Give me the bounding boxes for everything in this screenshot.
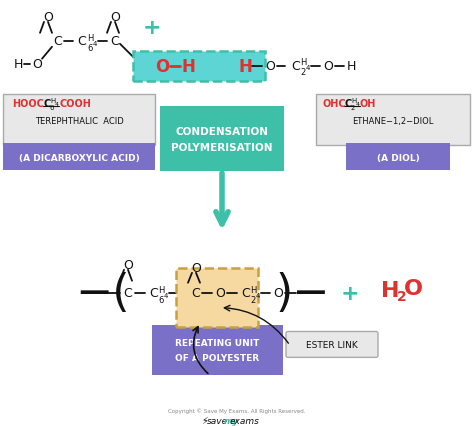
Text: OHC: OHC	[323, 98, 346, 108]
Text: O: O	[323, 60, 333, 73]
FancyBboxPatch shape	[346, 144, 450, 171]
Text: H: H	[158, 285, 164, 294]
Text: CONDENSATION: CONDENSATION	[175, 127, 268, 137]
Text: C: C	[124, 287, 132, 299]
Text: 2: 2	[301, 68, 306, 77]
Text: C: C	[191, 287, 201, 299]
Text: −(: −(	[76, 271, 130, 314]
Text: C: C	[292, 60, 301, 73]
Text: H: H	[238, 58, 252, 75]
Text: (A DIOL): (A DIOL)	[377, 153, 419, 162]
Text: C: C	[110, 35, 119, 48]
Text: H: H	[87, 34, 93, 43]
Text: REPEATING UNIT: REPEATING UNIT	[175, 338, 259, 347]
Text: H: H	[250, 285, 256, 294]
Text: O: O	[215, 287, 225, 299]
Text: C: C	[44, 98, 51, 108]
FancyBboxPatch shape	[160, 106, 284, 172]
Text: O: O	[110, 12, 120, 24]
Text: OH: OH	[360, 98, 376, 108]
Text: C: C	[54, 35, 63, 48]
Text: C: C	[345, 98, 352, 108]
Text: C: C	[150, 287, 158, 299]
Text: POLYMERISATION: POLYMERISATION	[171, 143, 273, 153]
Text: +: +	[341, 283, 359, 303]
Text: H: H	[351, 97, 356, 103]
Text: O: O	[265, 60, 275, 73]
Text: 4: 4	[164, 292, 168, 298]
Text: H: H	[50, 97, 55, 103]
Text: O: O	[43, 12, 53, 24]
Text: H: H	[381, 280, 399, 300]
Text: 4: 4	[55, 102, 59, 107]
Text: OF A POLYESTER: OF A POLYESTER	[175, 353, 259, 362]
Text: Copyright © Save My Exams. All Rights Reserved.: Copyright © Save My Exams. All Rights Re…	[168, 407, 306, 413]
Text: 2: 2	[397, 289, 407, 303]
Text: ESTER LINK: ESTER LINK	[306, 340, 358, 349]
Text: 4: 4	[256, 292, 260, 298]
Text: 6: 6	[158, 296, 164, 305]
Text: O: O	[403, 278, 422, 298]
Text: )−: )−	[276, 271, 330, 314]
Text: (A DICARBOXYLIC ACID): (A DICARBOXYLIC ACID)	[18, 153, 139, 162]
Text: O: O	[123, 259, 133, 272]
Text: ⚡: ⚡	[201, 415, 209, 425]
Text: C: C	[242, 287, 250, 299]
Text: save: save	[207, 416, 228, 425]
FancyBboxPatch shape	[3, 94, 155, 146]
FancyBboxPatch shape	[133, 52, 265, 81]
Text: C: C	[78, 35, 86, 48]
Text: H: H	[300, 58, 306, 67]
Text: COOH: COOH	[59, 98, 91, 108]
Text: O: O	[191, 262, 201, 275]
FancyBboxPatch shape	[3, 144, 155, 171]
Text: ETHANE−1,2−DIOL: ETHANE−1,2−DIOL	[352, 117, 434, 126]
Text: 6: 6	[50, 104, 55, 110]
FancyBboxPatch shape	[152, 325, 283, 375]
Text: H: H	[13, 58, 23, 71]
Text: 2: 2	[250, 296, 255, 305]
Text: my: my	[223, 416, 238, 425]
FancyBboxPatch shape	[286, 332, 378, 357]
Text: O: O	[32, 58, 42, 71]
FancyBboxPatch shape	[176, 268, 258, 327]
Text: 4: 4	[93, 41, 97, 47]
Text: H: H	[346, 60, 356, 73]
Text: HOOC: HOOC	[12, 98, 44, 108]
Text: 4: 4	[306, 65, 310, 71]
Text: 2: 2	[351, 104, 356, 110]
Text: H: H	[181, 58, 195, 75]
FancyBboxPatch shape	[316, 94, 470, 146]
Text: +: +	[143, 18, 161, 38]
Text: 6: 6	[87, 44, 93, 53]
Text: 4: 4	[356, 102, 360, 107]
Text: exams: exams	[230, 416, 260, 425]
Text: O: O	[273, 287, 283, 299]
Text: TEREPHTHALIC  ACID: TEREPHTHALIC ACID	[35, 117, 123, 126]
Text: O: O	[155, 58, 169, 75]
